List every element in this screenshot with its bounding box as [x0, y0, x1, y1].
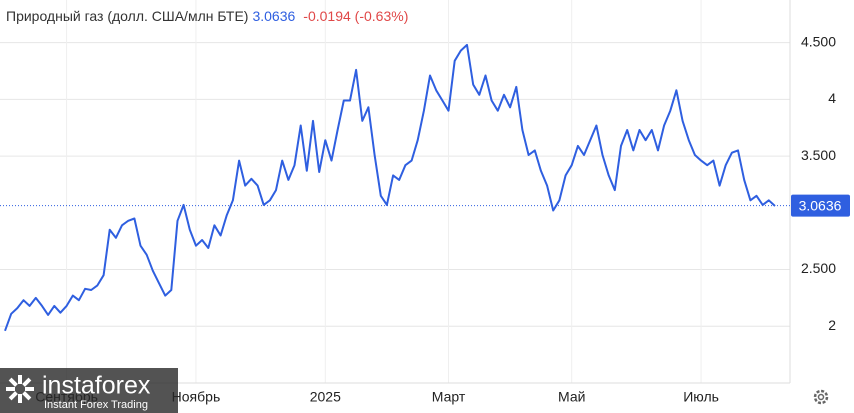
watermark-icon: [6, 375, 34, 403]
icon-ray: [6, 387, 15, 391]
x-tick-label: Март: [432, 389, 466, 405]
x-tick-label: 2025: [310, 389, 341, 405]
last-price-label: 3.0636: [799, 197, 842, 213]
icon-ray: [8, 377, 18, 387]
watermark-tagline: Instant Forex Trading: [44, 399, 148, 411]
x-tick-label: Ноябрь: [172, 389, 221, 405]
x-tick-label: Май: [558, 389, 585, 405]
x-tick-label: Июль: [683, 389, 719, 405]
last-price: 3.0636: [252, 8, 296, 24]
icon-ray: [18, 375, 22, 384]
y-tick-label: 2.500: [801, 260, 836, 276]
settings-button[interactable]: [813, 389, 829, 405]
y-tick-label: 4.500: [801, 33, 836, 49]
icon-ray: [8, 391, 18, 401]
icon-ray: [25, 387, 34, 391]
watermark-brand: instaforex: [42, 372, 151, 400]
chart-title: Природный газ (долл. США/млн БТЕ): [6, 8, 249, 24]
price-line: [4, 43, 776, 332]
gear-inner: [817, 393, 825, 401]
y-tick-label: 2: [828, 317, 836, 333]
gear-outer: [813, 389, 829, 405]
icon-ray: [22, 391, 32, 401]
icon-ray: [22, 377, 32, 387]
header: Природный газ (долл. США/млн БТЕ) 3.0636-…: [6, 8, 408, 24]
y-tick-label: 3.500: [801, 147, 836, 163]
price-change: -0.0194 (-0.63%): [303, 8, 409, 24]
y-tick-label: 4: [828, 90, 836, 106]
icon-ray: [18, 394, 22, 403]
last-price-tag: [791, 194, 850, 217]
